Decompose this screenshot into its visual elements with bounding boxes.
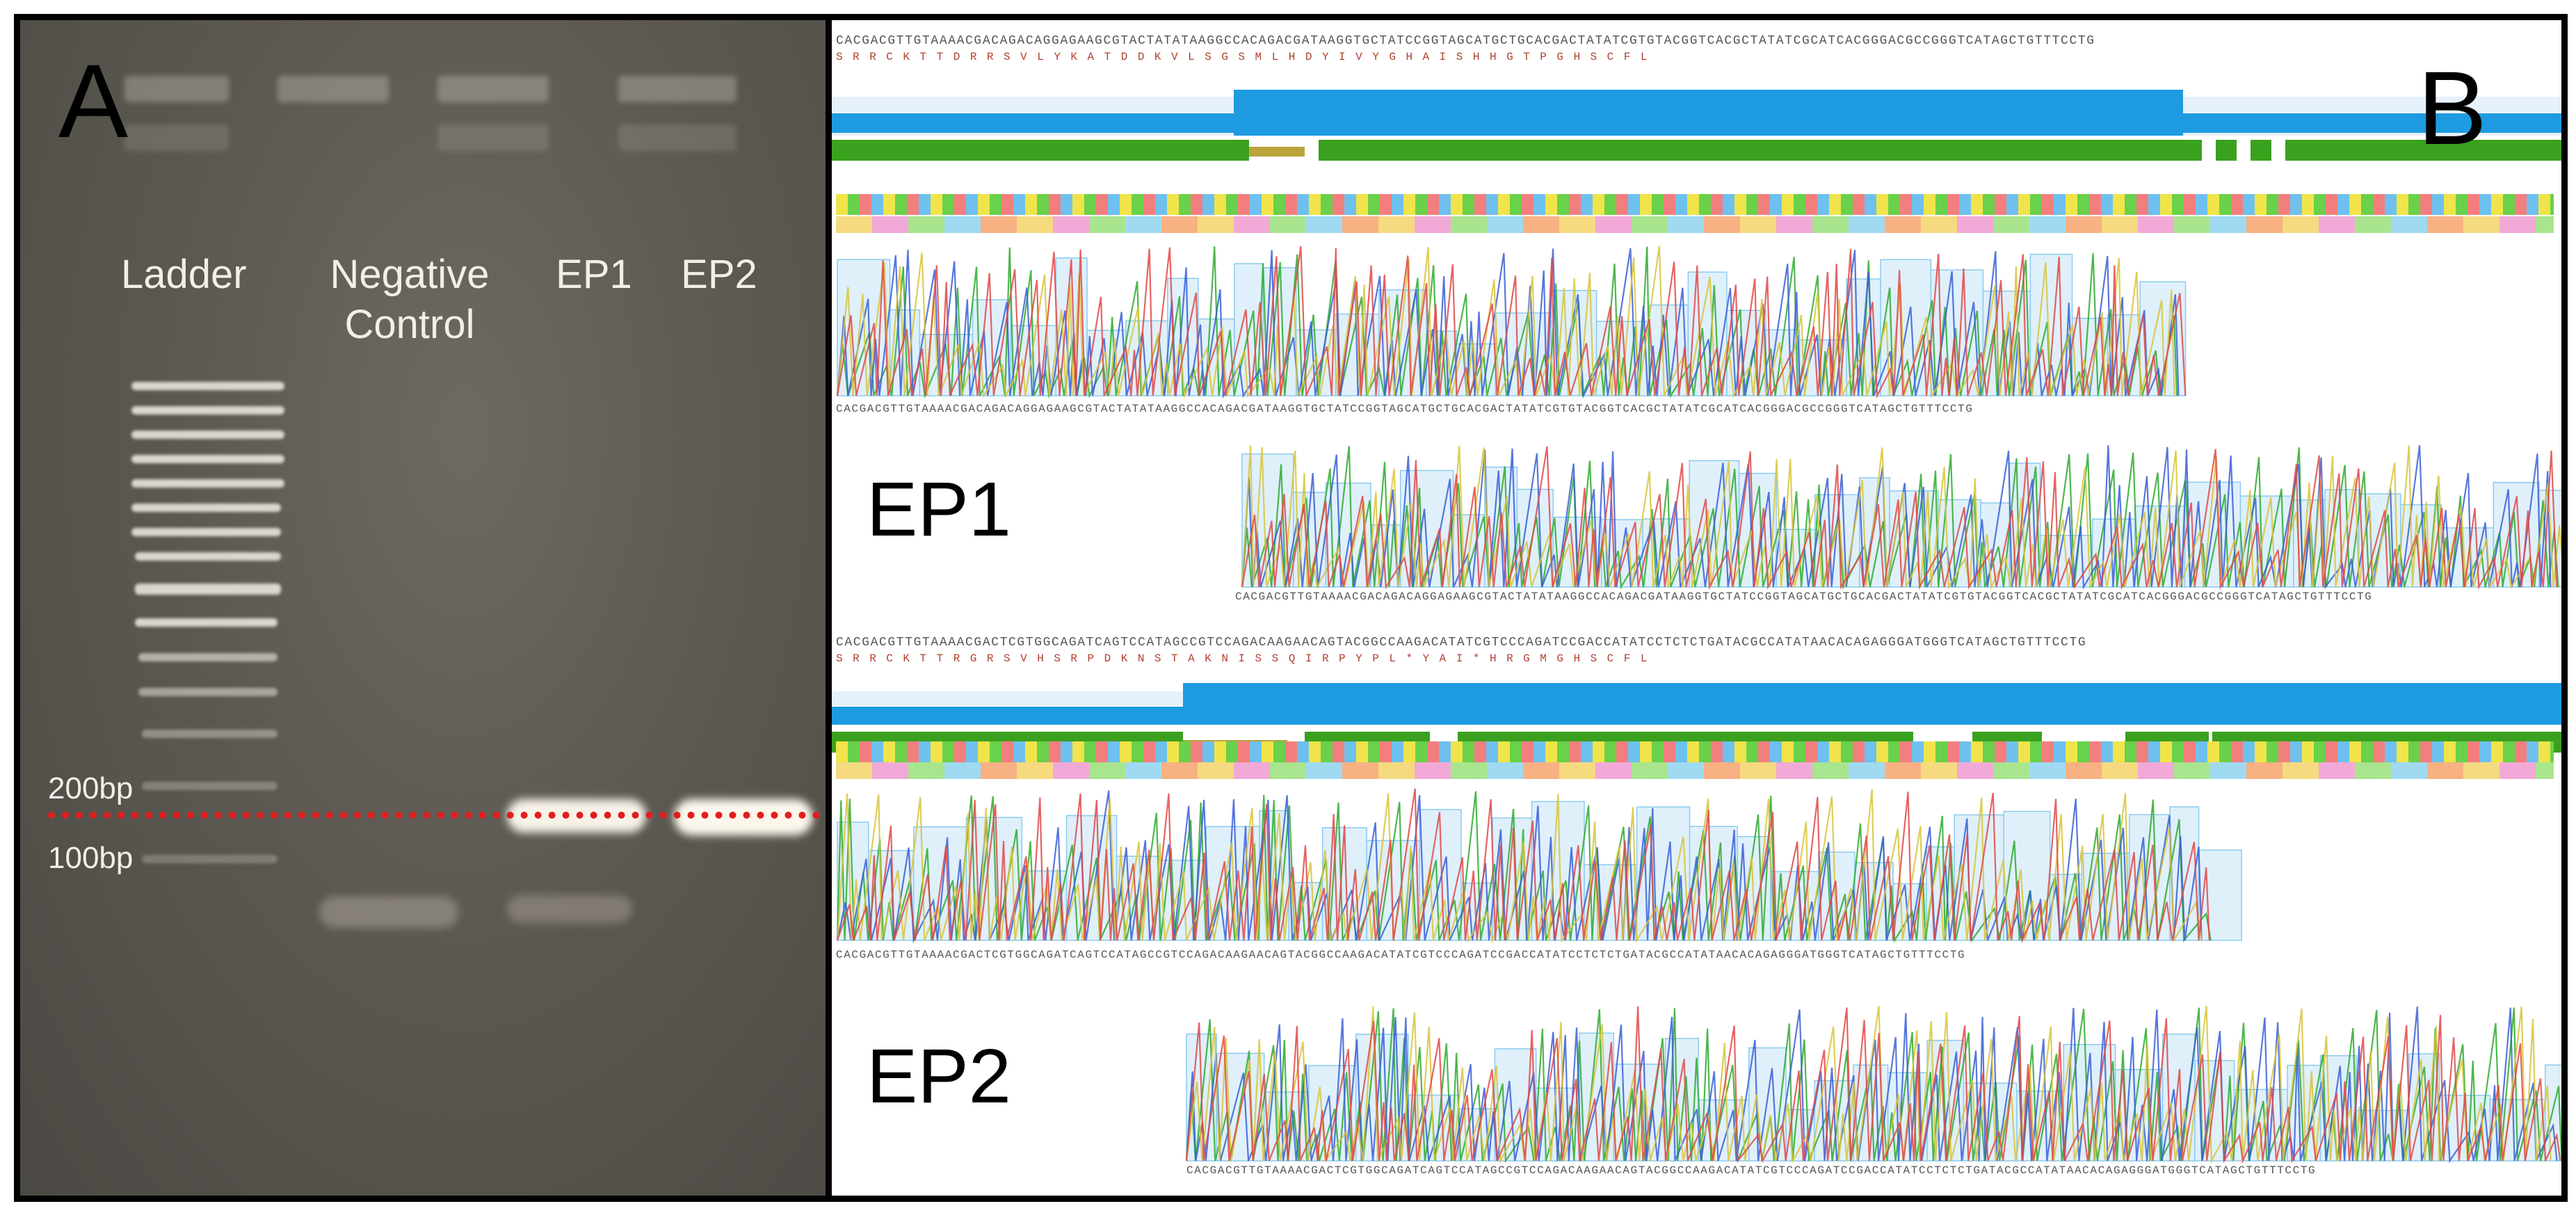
trace-channel [1185,1006,2561,1164]
lane-label-ladder: Ladder [121,252,247,297]
identity-bar [832,140,1249,161]
quality-bar [2003,810,2051,941]
ladder-band [131,455,284,463]
colored-translation-ep2 [836,762,2554,779]
sample-label-ep1: EP1 [867,467,1011,552]
read-sequence-ep2-reverse: CACGACGTTGTAAAACGACTCGTGGCAGATCAGTCCATAG… [1186,1164,2317,1177]
well-shadow [618,124,736,151]
lane-label-ep2: EP2 [681,252,757,297]
ladder-band [131,382,284,390]
read-sequence-ep1-forward: CACGACGTTGTAAAACGACAGACAGGAGAAGCGTACTATA… [836,403,1974,415]
trace-channel [1185,1006,2558,1164]
identity-bar [2251,140,2271,161]
quality-bar [2198,849,2242,941]
reference-translation-ep2: SRRCKTTRGRSVHSRPDKNSTAKNISSQIRPYPL*YAI*H… [836,652,1657,665]
reference-translation-ep1: SRRCKTTDRRSVLYKATDDKVLSGSMLHDYIVYGHAISHH… [836,51,1657,63]
colored-consensus-ep1 [836,194,2554,215]
sequencing-panel: CACGACGTTGTAAAACGACAGACAGGAGAAGCGTACTATA… [832,20,2561,1196]
ladder-band [135,584,281,595]
well-shadow [124,124,229,151]
marker-label-100bp: 100bp [48,841,134,875]
panel-a-letter: A [58,42,129,159]
trace-channel [836,248,2180,399]
ladder-band [131,504,281,512]
coverage-bar-ep2 [832,707,2561,725]
chromatogram-ep1-forward [836,246,2187,399]
ladder-band [131,528,281,536]
colored-translation-ep1 [836,216,2554,233]
figure-frame: A Ladder Negative Control EP1 EP2 200bp … [14,14,2568,1202]
colored-consensus-ep2 [836,741,2554,762]
read-sequence-ep1-reverse: CACGACGTTGTAAAACGACAGACAGGAGAAGCGTACTATA… [1235,591,2373,603]
ladder-band [135,618,277,627]
trace-channel [1185,1007,2561,1164]
well-negative-control [277,76,389,102]
ladder-band [142,730,277,738]
ladder-band [131,431,284,439]
trace-channel [836,790,2203,944]
sample-label-ep2: EP2 [867,1034,1011,1119]
ep1-primer-band [507,895,632,923]
ladder-band-200bp [142,782,277,790]
negative-control-primer-band [319,897,458,928]
well-ep1 [437,76,549,102]
lane-label-ep1: EP1 [556,252,632,297]
ladder-band [135,552,281,561]
read-sequence-ep2-forward: CACGACGTTGTAAAACGACTCGTGGCAGATCAGTCCATAG… [836,949,1966,961]
reference-dotted-line [48,812,820,819]
well-ep2 [618,76,736,102]
trace-channel [836,246,2175,399]
ruler-top-ep1 [832,22,2561,34]
trace-channel [836,791,2212,943]
trace-channel [836,788,2210,944]
well-shadow [437,124,549,151]
trace-channel [1241,446,2558,591]
panel-divider [826,20,832,1196]
coverage-bar-ep1 [832,113,2561,133]
ladder-band [131,479,284,488]
identity-bar [1319,140,2202,161]
ladder-band [131,406,284,415]
well-ladder [124,76,229,102]
ladder-band [138,653,277,661]
identity-bar [2216,140,2237,161]
reference-sequence-ep2: CACGACGTTGTAAAACGACTCGTGGCAGATCAGTCCATAG… [836,636,2087,650]
identity-bar [2285,140,2561,161]
trace-channel [1185,1006,2552,1164]
chromatogram-ep2-reverse [1185,1006,2561,1164]
ladder-band [138,688,277,696]
ladder-band-100bp [142,855,277,863]
ep2-alignment-block: CACGACGTTGTAAAACGACTCGTGGCAGATCAGTCCATAG… [832,622,2561,1196]
gel-panel: A Ladder Negative Control EP1 EP2 200bp … [20,20,826,1196]
chromatogram-ep1-reverse [1241,445,2561,591]
trace-channel [836,246,2187,399]
ep1-alignment-block: CACGACGTTGTAAAACGACAGACAGGAGAAGCGTACTATA… [832,20,2561,618]
reference-sequence-ep1: CACGACGTTGTAAAACGACAGACAGGAGAAGCGTACTATA… [836,34,2095,48]
chromatogram-ep2-forward [836,788,2242,944]
panel-b-letter: B [2417,49,2488,166]
identity-gap [1249,147,1305,156]
lane-label-negative-control: Negative Control [330,252,490,347]
marker-label-200bp: 200bp [48,771,134,805]
